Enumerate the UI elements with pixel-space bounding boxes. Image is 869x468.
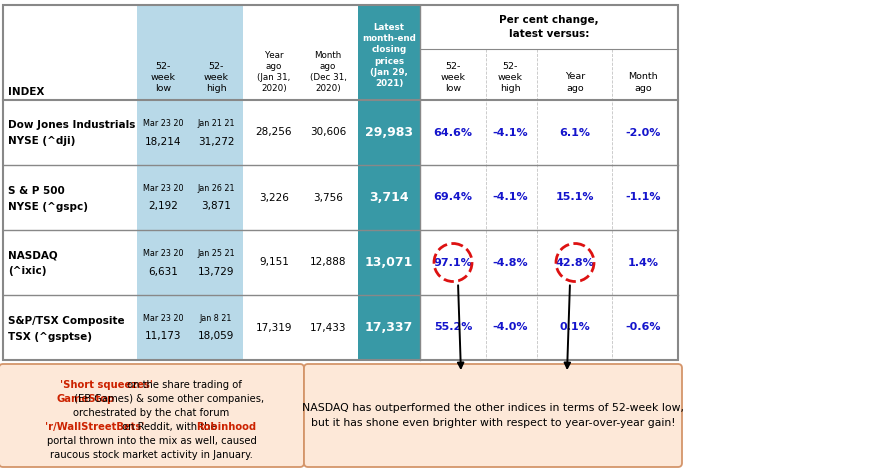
Text: 52-
week
low: 52- week low: [150, 62, 176, 93]
Text: Latest
month-end
closing
prices
(Jan 29,
2021): Latest month-end closing prices (Jan 29,…: [362, 23, 415, 88]
Text: NYSE (^gspc): NYSE (^gspc): [8, 202, 88, 212]
Text: 9,151: 9,151: [259, 257, 289, 268]
Text: 28,256: 28,256: [255, 127, 292, 138]
Text: on Reddit, with the: on Reddit, with the: [119, 422, 219, 432]
Text: S&P/TSX Composite: S&P/TSX Composite: [8, 315, 124, 326]
Text: 18,059: 18,059: [197, 331, 234, 342]
Text: TSX (^gsptse): TSX (^gsptse): [8, 331, 92, 342]
Text: 3,871: 3,871: [201, 202, 230, 212]
Text: NASDAQ has outperformed the other indices in terms of 52-week low,
but it has sh: NASDAQ has outperformed the other indice…: [302, 403, 683, 428]
Text: Robinhood: Robinhood: [196, 422, 256, 432]
Text: 11,173: 11,173: [144, 331, 181, 342]
Text: Mar 23 20: Mar 23 20: [143, 184, 183, 193]
Text: 42.8%: 42.8%: [555, 257, 594, 268]
Text: 17,433: 17,433: [309, 322, 346, 332]
Text: GameStop: GameStop: [56, 394, 115, 404]
Text: on the share trading of: on the share trading of: [124, 380, 242, 390]
Text: 3,226: 3,226: [259, 192, 289, 203]
FancyBboxPatch shape: [303, 364, 681, 467]
FancyBboxPatch shape: [189, 5, 242, 360]
Text: Year
ago: Year ago: [564, 73, 585, 93]
Text: 2,192: 2,192: [148, 202, 178, 212]
Text: 'Short squeezes': 'Short squeezes': [60, 380, 153, 390]
Text: -0.6%: -0.6%: [625, 322, 660, 332]
Text: Month
ago: Month ago: [627, 73, 657, 93]
Text: Mar 23 20: Mar 23 20: [143, 249, 183, 258]
Text: 'r/WallStreetBets': 'r/WallStreetBets': [45, 422, 144, 432]
Text: orchestrated by the chat forum: orchestrated by the chat forum: [73, 408, 229, 418]
Text: S & P 500: S & P 500: [8, 185, 64, 196]
Text: NASDAQ: NASDAQ: [8, 250, 57, 261]
Text: Jan 26 21: Jan 26 21: [197, 184, 235, 193]
FancyBboxPatch shape: [357, 5, 420, 360]
Text: 17,319: 17,319: [255, 322, 292, 332]
Text: Jan 25 21: Jan 25 21: [197, 249, 235, 258]
Text: 52-
week
high: 52- week high: [497, 62, 522, 93]
FancyBboxPatch shape: [136, 5, 189, 360]
Text: -4.8%: -4.8%: [492, 257, 527, 268]
Text: 55.2%: 55.2%: [434, 322, 472, 332]
Text: (EB Games) & some other companies,: (EB Games) & some other companies,: [70, 394, 263, 404]
Text: (^ixic): (^ixic): [8, 266, 46, 277]
Text: Year
ago
(Jan 31,
2020): Year ago (Jan 31, 2020): [257, 51, 290, 93]
Text: 1.4%: 1.4%: [627, 257, 658, 268]
Text: 3,756: 3,756: [313, 192, 342, 203]
Text: Dow Jones Industrials: Dow Jones Industrials: [8, 120, 136, 131]
Text: -4.1%: -4.1%: [492, 127, 527, 138]
Text: 6,631: 6,631: [148, 266, 178, 277]
Text: 13,729: 13,729: [197, 266, 234, 277]
Text: Jan 8 21: Jan 8 21: [200, 314, 232, 323]
Text: 18,214: 18,214: [144, 137, 181, 146]
Text: 0.1%: 0.1%: [559, 322, 590, 332]
Text: Mar 23 20: Mar 23 20: [143, 314, 183, 323]
Text: 3,714: 3,714: [368, 191, 408, 204]
Text: 30,606: 30,606: [309, 127, 346, 138]
Text: 13,071: 13,071: [364, 256, 413, 269]
Text: Per cent change,
latest versus:: Per cent change, latest versus:: [499, 15, 598, 38]
FancyBboxPatch shape: [3, 5, 677, 360]
Text: raucous stock market activity in January.: raucous stock market activity in January…: [50, 450, 253, 460]
Text: 52-
week
high: 52- week high: [203, 62, 229, 93]
Text: -1.1%: -1.1%: [625, 192, 660, 203]
Text: 15.1%: 15.1%: [555, 192, 594, 203]
Text: Month
ago
(Dec 31,
2020): Month ago (Dec 31, 2020): [309, 51, 346, 93]
Text: -4.1%: -4.1%: [492, 192, 527, 203]
Text: 6.1%: 6.1%: [559, 127, 590, 138]
Text: Jan 21 21: Jan 21 21: [197, 119, 235, 128]
Text: 69.4%: 69.4%: [433, 192, 472, 203]
FancyBboxPatch shape: [0, 364, 303, 467]
Text: INDEX: INDEX: [8, 87, 44, 97]
Text: 12,888: 12,888: [309, 257, 346, 268]
Text: 52-
week
low: 52- week low: [440, 62, 465, 93]
Text: portal thrown into the mix as well, caused: portal thrown into the mix as well, caus…: [47, 436, 256, 446]
Text: 17,337: 17,337: [364, 321, 413, 334]
Text: 31,272: 31,272: [197, 137, 234, 146]
Text: Mar 23 20: Mar 23 20: [143, 119, 183, 128]
Text: 64.6%: 64.6%: [433, 127, 472, 138]
Text: -4.0%: -4.0%: [492, 322, 527, 332]
Text: 97.1%: 97.1%: [433, 257, 472, 268]
Text: 29,983: 29,983: [365, 126, 413, 139]
Text: NYSE (^dji): NYSE (^dji): [8, 137, 76, 146]
Text: -2.0%: -2.0%: [625, 127, 660, 138]
